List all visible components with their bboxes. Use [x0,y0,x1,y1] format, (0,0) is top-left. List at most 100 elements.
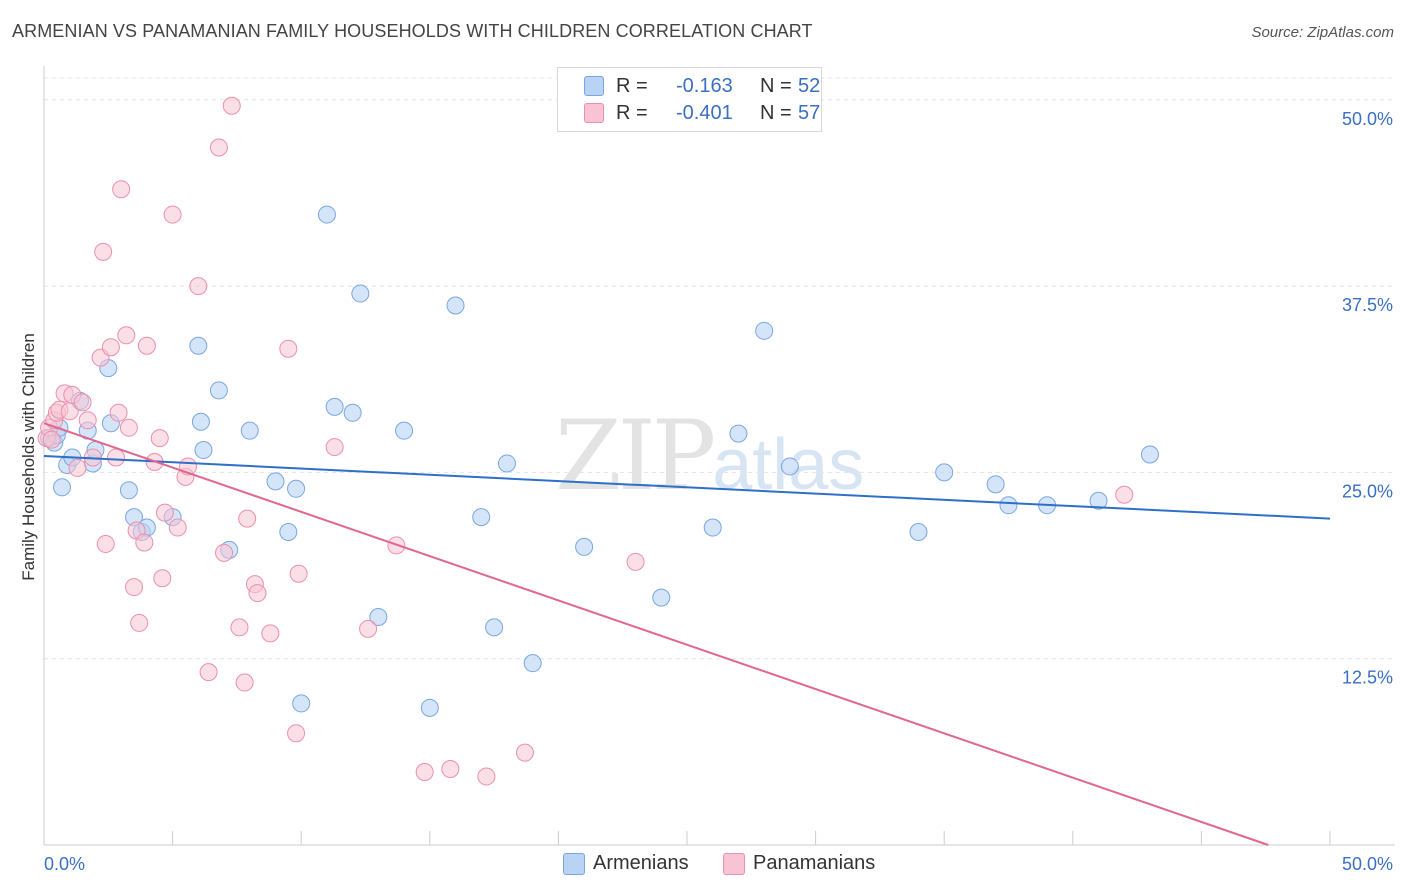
armenians-point [240,421,259,440]
panamanians-point [137,336,156,355]
panamanians-point [199,663,218,682]
panamanians-point [515,743,534,762]
armenians-point [420,698,439,717]
armenians-point [189,336,208,355]
armenians-point [351,284,370,303]
source-credit: Source: ZipAtlas.com [1251,24,1394,41]
panamanians-point [289,564,308,583]
armenians-point [53,478,72,497]
panamanians-point [78,411,97,430]
panamanians-legend-label: Panamanians [753,852,876,874]
armenians-point [1140,445,1159,464]
panamanians-point [130,613,149,632]
armenians-point [369,607,388,626]
panamanians-point [325,438,344,457]
panamanians-point [215,543,234,562]
armenians-swatch [584,76,604,96]
trend-lines [43,422,1331,846]
armenians-point [497,454,516,473]
y-tick-label: 12.5% [1342,668,1393,688]
y-tick-label: 37.5% [1342,295,1393,315]
axes [43,66,1395,846]
panamanians-trend-line [43,422,1269,846]
panamanians-point [135,533,154,552]
armenians-legend-label: Armenians [593,852,689,874]
panamanians-r-label: R = [616,102,648,124]
panamanians-point [230,618,249,637]
armenians-point [575,537,594,556]
panamanians-point [150,429,169,448]
x-tick-label-max: 50.0% [1342,854,1393,874]
panamanians-point [168,518,187,537]
panamanians-n-value: 57 [798,102,821,124]
armenians-trend-line [43,455,1331,520]
armenians-n-value: 52 [798,75,821,97]
armenians-point [523,654,542,673]
x-tick-label-min: 0.0% [44,854,85,874]
panamanians-point [415,762,434,781]
panamanians-point [155,503,174,522]
armenians-point [986,475,1005,494]
panamanians-point [287,724,306,743]
armenians-point [191,412,210,431]
panamanians-points [37,96,1134,786]
armenians-point [935,463,954,482]
armenians-point [485,618,504,637]
armenians-r-label: R = [616,75,648,97]
correlation-legend: R = -0.163 N = 52 R = -0.401 N = 57 [557,67,822,132]
panamanians-point [222,96,241,115]
armenians-point [287,479,306,498]
armenians-point [119,481,138,500]
panamanians-point [261,624,280,643]
panamanians-point [235,673,254,692]
armenians-point [292,694,311,713]
armenians-point [446,296,465,315]
armenians-point [652,588,671,607]
panamanians-point [73,393,92,412]
y-axis-label: Family Households with Children [19,333,38,581]
panamanians-point [279,339,298,358]
armenians-point [317,205,336,224]
panamanians-point [1115,485,1134,504]
panamanians-point [68,458,87,477]
armenians-point [266,472,285,491]
armenians-point [325,397,344,416]
armenians-point [729,424,748,443]
panamanians-point [117,326,136,345]
panamanians-point [441,759,460,778]
armenians-point [209,381,228,400]
panamanians-point [248,584,267,603]
armenians-point [472,508,491,527]
panamanians-point [119,418,138,437]
armenians-point [279,523,298,542]
armenians-n-label: N = [760,75,792,97]
panamanians-point [96,534,115,553]
panamanians-point [125,578,144,597]
panamanians-point [153,569,172,588]
y-tick-label: 50.0% [1342,109,1393,129]
armenians-point [999,496,1018,515]
panamanians-point [112,180,131,199]
panamanians-point [238,509,257,528]
panamanians-point [209,138,228,157]
panamanians-point [94,242,113,261]
panamanians-r-value: -0.401 [676,102,733,124]
tick-labels: 12.5% 25.0% 37.5% 50.0% 0.0% 50.0% [44,109,1393,874]
chart-title: ARMENIAN VS PANAMANIAN FAMILY HOUSEHOLDS… [12,21,813,41]
panamanians-point [109,403,128,422]
panamanians-point [42,430,61,449]
armenians-point [909,523,928,542]
armenians-point [755,321,774,340]
armenians-point [395,421,414,440]
panamanians-point [359,619,378,638]
armenians-r-value: -0.163 [676,75,733,97]
y-tick-label: 25.0% [1342,481,1393,501]
armenians-point [194,441,213,460]
panamanians-swatch [584,103,604,123]
armenians-point [343,403,362,422]
armenians-points [40,205,1159,717]
armenians-point [780,457,799,476]
panamanians-point [107,448,126,467]
armenians-point [1089,491,1108,510]
